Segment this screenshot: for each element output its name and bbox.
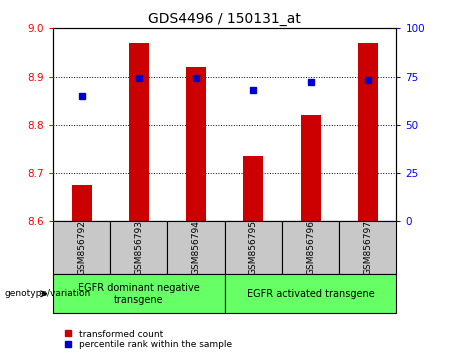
Bar: [282, 221, 339, 274]
Bar: [243, 156, 263, 221]
Bar: [186, 67, 206, 221]
Bar: [53, 221, 110, 274]
Bar: [225, 274, 396, 313]
Text: GSM856797: GSM856797: [363, 220, 372, 275]
Title: GDS4496 / 150131_at: GDS4496 / 150131_at: [148, 12, 301, 26]
Text: GSM856794: GSM856794: [192, 220, 201, 275]
Text: GSM856792: GSM856792: [77, 220, 86, 275]
Text: GSM856796: GSM856796: [306, 220, 315, 275]
Text: genotype/variation: genotype/variation: [5, 289, 91, 298]
Legend: transformed count, percentile rank within the sample: transformed count, percentile rank withi…: [65, 330, 232, 349]
Text: EGFR dominant negative
transgene: EGFR dominant negative transgene: [78, 283, 200, 305]
Bar: [225, 221, 282, 274]
Text: GSM856793: GSM856793: [134, 220, 143, 275]
Bar: [339, 221, 396, 274]
Bar: [301, 115, 320, 221]
Bar: [71, 185, 92, 221]
Text: GSM856795: GSM856795: [249, 220, 258, 275]
Bar: [167, 221, 225, 274]
Bar: [53, 274, 225, 313]
Text: EGFR activated transgene: EGFR activated transgene: [247, 289, 374, 299]
Bar: [129, 43, 149, 221]
Bar: [110, 221, 167, 274]
Bar: [358, 43, 378, 221]
